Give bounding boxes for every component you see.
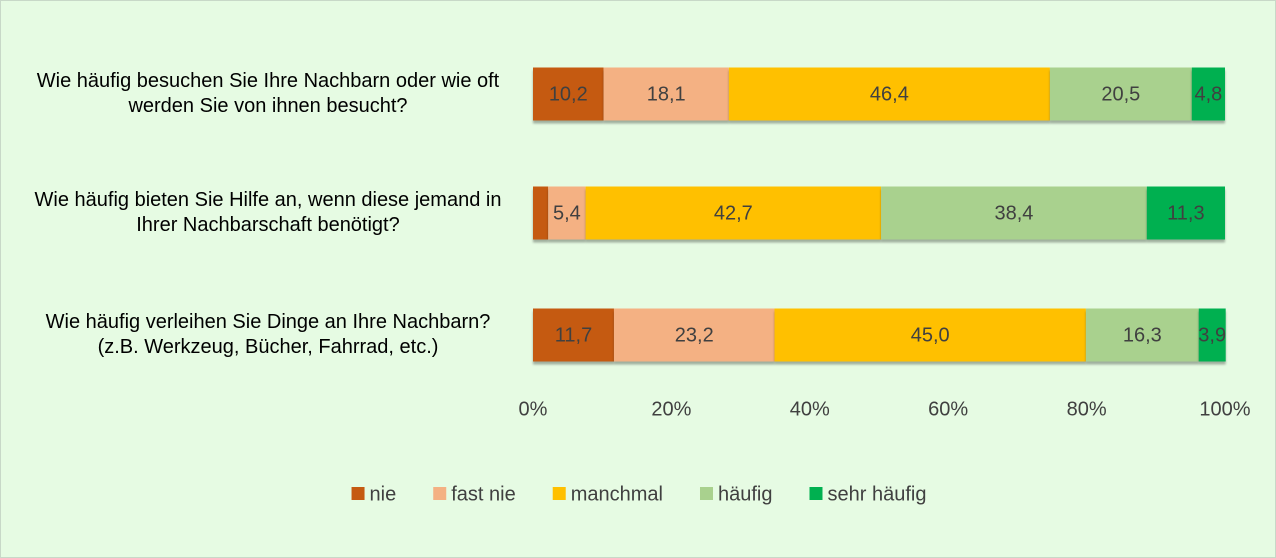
data-label: 10,2 [549, 83, 588, 105]
x-tick-label: 60% [928, 398, 968, 420]
category-label: Wie häufig besuchen Sie Ihre Nachbarn od… [36, 70, 500, 117]
data-label: 3,9 [1198, 324, 1226, 346]
legend-swatch [552, 487, 566, 500]
bar-segment [1146, 186, 1225, 240]
bar-segment [548, 186, 586, 240]
x-tick-label: 100% [1199, 398, 1250, 420]
bar-segment [533, 186, 549, 240]
bar-segment [533, 67, 604, 121]
category-label: Wie häufig verleihen Sie Dinge an Ihre N… [45, 311, 491, 358]
bar-segment [603, 67, 729, 121]
data-label: 18,1 [647, 83, 686, 105]
data-label: 23,2 [675, 324, 714, 346]
x-tick-label: 0% [519, 398, 548, 420]
bar-segment [533, 308, 614, 362]
data-label: 46,4 [870, 83, 909, 105]
legend-label: fast nie [451, 483, 515, 505]
data-label: 11,3 [1167, 202, 1204, 224]
bar-segment [1085, 308, 1199, 362]
bar-segment [774, 308, 1086, 362]
bar-segment [613, 308, 775, 362]
data-label: 38,4 [994, 202, 1033, 224]
bar-segment [1198, 308, 1226, 362]
bars [533, 67, 1226, 362]
category-label: Wie häufig bieten Sie Hilfe an, wenn die… [34, 189, 502, 236]
bar-segment [1049, 67, 1192, 121]
bar-segment [728, 67, 1050, 121]
legend-label: häufig [718, 483, 773, 505]
legend-swatch [699, 487, 713, 500]
legend-swatch [809, 487, 823, 500]
legend-label: manchmal [571, 483, 663, 505]
x-tick-label: 40% [790, 398, 830, 420]
legend-swatch [433, 487, 447, 500]
data-label: 5,4 [553, 202, 581, 224]
bar-segment [881, 186, 1147, 240]
data-label: 20,5 [1101, 83, 1140, 105]
x-tick-label: 20% [651, 398, 691, 420]
legend-label: sehr häufig [827, 483, 926, 505]
data-label: 16,3 [1123, 324, 1162, 346]
data-label: 45,0 [911, 324, 950, 346]
legend-label: nie [370, 483, 397, 505]
data-label: 11,7 [555, 324, 592, 346]
data-label: 4,8 [1194, 83, 1222, 105]
data-label: 42,7 [714, 202, 753, 224]
bar-segment [585, 186, 882, 240]
bar-segment [1191, 67, 1225, 121]
x-tick-label: 80% [1067, 398, 1107, 420]
legend-swatch [351, 487, 365, 500]
